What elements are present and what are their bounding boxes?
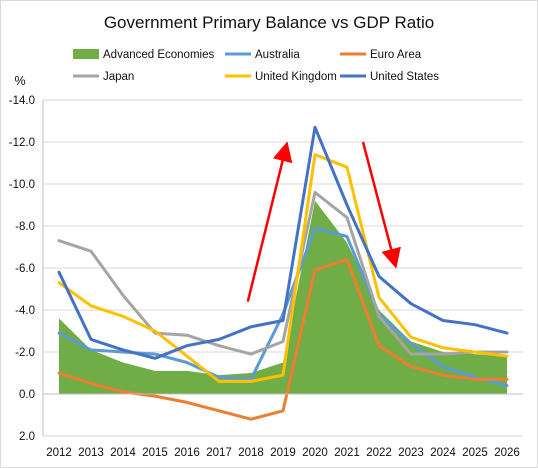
series-area-advanced-economies [59, 200, 507, 394]
y-tick-label: -2.0 [15, 347, 35, 359]
x-tick-label: 2025 [462, 447, 488, 459]
legend-label: Japan [103, 71, 134, 83]
area-series [59, 200, 507, 394]
axes [42, 100, 523, 436]
series-line-united-states [57, 125, 509, 360]
x-tick-label: 2012 [46, 447, 72, 459]
x-tick-label: 2022 [366, 447, 392, 459]
y-tick-label: 0.0 [19, 389, 35, 401]
x-tick-label: 2015 [142, 447, 168, 459]
arrow-up-annotation [246, 141, 293, 302]
x-tick-label: 2018 [238, 447, 264, 459]
y-tick-label: -8.0 [15, 221, 35, 233]
series-line-euro-area [57, 258, 509, 421]
x-tick-label: 2014 [110, 447, 136, 459]
legend-label: United Kingdom [255, 71, 337, 83]
x-tick-label: 2026 [494, 447, 520, 459]
series-line-united-kingdom [57, 153, 509, 383]
legend-label: Euro Area [370, 49, 422, 61]
x-tick-label: 2021 [334, 447, 360, 459]
line-series [57, 125, 509, 421]
y-tick-label: -10.0 [9, 179, 35, 191]
x-tick-label: 2019 [270, 447, 296, 459]
legend-label: Australia [255, 49, 300, 61]
x-tick-label: 2017 [206, 447, 232, 459]
legend-label: United States [370, 71, 439, 83]
y-axis-unit-label: % [14, 74, 25, 88]
y-tick-label: -14.0 [9, 95, 35, 107]
annotation-arrows [246, 141, 401, 302]
legend: Advanced Economies Australia Euro Area Japa… [73, 49, 439, 83]
y-tick-label: -6.0 [15, 263, 35, 275]
x-tick-label: 2020 [302, 447, 328, 459]
arrow-down-annotation [361, 141, 401, 269]
y-axis-ticks: -14.0 -12.0 -10.0 -8.0 -6.0 -4.0 -2.0 0.0 2.0 [9, 95, 35, 443]
legend-label: Advanced Economies [103, 49, 214, 61]
x-tick-label: 2016 [174, 447, 200, 459]
y-tick-label: -4.0 [15, 305, 35, 317]
x-tick-label: 2024 [430, 447, 456, 459]
y-tick-label: 2.0 [19, 431, 35, 443]
x-axis-ticks: 2012 2013 2014 2015 2016 2017 2018 2019 2020 2021… [46, 447, 520, 459]
x-tick-label: 2023 [398, 447, 424, 459]
chart-title: Government Primary Balance vs GDP Ratio [104, 13, 434, 32]
series-line-japan [57, 190, 509, 356]
legend-key-advanced-economies [73, 49, 99, 59]
y-tick-label: -12.0 [9, 137, 35, 149]
x-tick-label: 2013 [78, 447, 104, 459]
